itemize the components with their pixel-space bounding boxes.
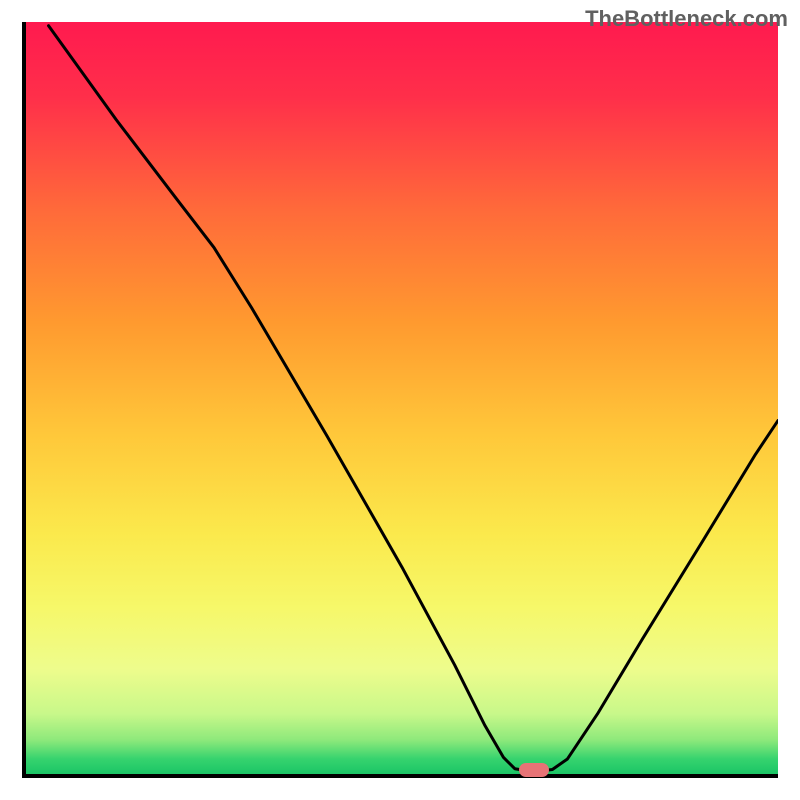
chart-minimum-marker [519, 763, 549, 777]
chart-curve [26, 22, 778, 774]
chart-plot-area [22, 22, 778, 778]
watermark-text: TheBottleneck.com [585, 6, 788, 32]
